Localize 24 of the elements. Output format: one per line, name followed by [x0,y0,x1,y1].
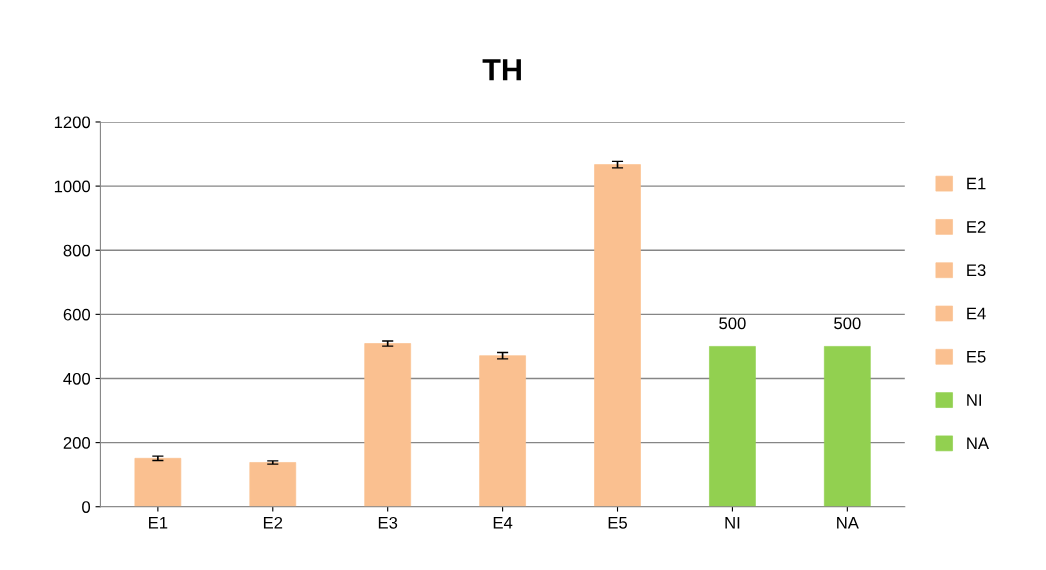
x-tick-label: NI [725,517,740,529]
y-tick-label: 0 [82,501,91,513]
legend-label: E2 [967,220,986,233]
chart-title: TH [482,59,521,81]
legend-label: NI [967,394,982,406]
y-tick-label: 1000 [54,180,91,193]
legend-label: E4 [967,307,986,320]
x-tick-label: E4 [493,517,513,529]
legend-label: E3 [967,264,986,277]
data-label: 500 [719,317,746,330]
y-tick-label: 200 [63,437,91,449]
legend-label: NA [967,437,989,450]
legend-label: E1 [967,177,986,190]
legend-label: E5 [967,351,986,363]
y-tick-label: 1200 [54,116,91,129]
x-tick-label: E3 [378,516,398,529]
y-tick-label: 800 [63,244,91,257]
x-tick-label: NA [837,517,859,529]
x-tick-label: E2 [263,516,283,529]
x-tick-label: E5 [608,517,628,529]
x-tick-label: E1 [149,517,168,529]
y-tick-label: 600 [63,308,91,321]
data-label: 500 [834,317,861,330]
y-tick-label: 400 [63,372,91,385]
